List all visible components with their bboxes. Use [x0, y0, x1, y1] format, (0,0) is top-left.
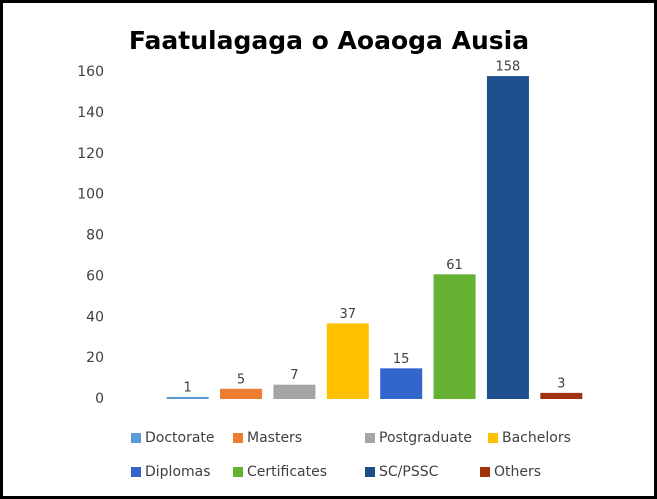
- legend-label: SC/PSSC: [379, 464, 439, 480]
- legend-swatch: [131, 433, 141, 443]
- legend-swatch: [365, 433, 375, 443]
- bar: [433, 274, 476, 399]
- bar: [540, 392, 583, 399]
- legend-label: Masters: [247, 430, 302, 446]
- data-label: 61: [446, 258, 463, 273]
- bar: [380, 368, 423, 399]
- legend-label: Diplomas: [145, 464, 211, 480]
- y-tick-label: 160: [77, 64, 104, 80]
- data-label: 3: [557, 376, 565, 391]
- y-tick-label: 80: [86, 228, 104, 244]
- bar: [273, 384, 316, 399]
- y-tick-label: 60: [86, 268, 104, 284]
- data-label: 158: [496, 60, 521, 75]
- y-tick-label: 40: [86, 309, 104, 325]
- y-tick-label: 0: [95, 391, 104, 407]
- data-label: 7: [290, 368, 298, 383]
- y-tick-label: 140: [77, 105, 104, 121]
- data-label: 1: [184, 380, 192, 395]
- legend-swatch: [488, 433, 498, 443]
- y-tick-label: 100: [77, 187, 104, 203]
- legend-label: Postgraduate: [379, 430, 472, 446]
- legend-label: Others: [494, 464, 541, 480]
- bar: [326, 323, 369, 399]
- bar: [220, 388, 263, 399]
- legend-swatch: [131, 467, 141, 477]
- data-label: 15: [393, 352, 410, 367]
- bar: [166, 396, 209, 399]
- legend-label: Bachelors: [502, 430, 571, 446]
- legend-swatch: [233, 467, 243, 477]
- chart-title: Faatulagaga o Aoaoga Ausia: [129, 26, 529, 55]
- legend-swatch: [480, 467, 490, 477]
- legend-swatch: [233, 433, 243, 443]
- data-label: 37: [340, 307, 357, 322]
- y-tick-label: 120: [77, 146, 104, 162]
- data-label: 5: [237, 372, 245, 387]
- bar: [486, 76, 529, 400]
- legend-swatch: [365, 467, 375, 477]
- legend-label: Doctorate: [145, 430, 215, 446]
- y-tick-label: 20: [86, 350, 104, 366]
- legend-label: Certificates: [247, 464, 327, 480]
